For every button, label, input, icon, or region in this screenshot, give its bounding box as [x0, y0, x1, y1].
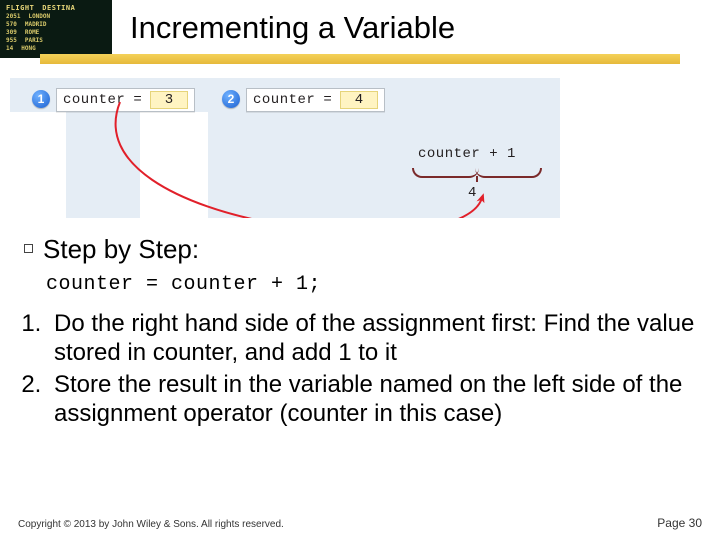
rhs-expression: counter + 1: [418, 147, 516, 161]
steps-list: Do the right hand side of the assignment…: [48, 309, 702, 428]
thumb-cell: 2051: [6, 13, 20, 20]
thumb-col-dest: DESTINA: [42, 4, 75, 12]
step-heading: Step by Step:: [43, 234, 199, 265]
thumb-cell: 309: [6, 29, 17, 36]
bullet-row: Step by Step:: [18, 234, 702, 265]
thumb-cell: 14: [6, 45, 13, 52]
white-patch: [140, 112, 208, 218]
thumb-cell: PARIS: [25, 37, 43, 44]
var-name: counter: [253, 93, 315, 107]
var-name: counter: [63, 93, 125, 107]
thumb-cell: HONG: [21, 45, 35, 52]
thumb-cell: LONDON: [28, 13, 50, 20]
title-underline: [40, 54, 680, 64]
step-item: Do the right hand side of the assignment…: [48, 309, 702, 368]
header-thumbnail: FLIGHT DESTINA 2051 LONDON 570 MADRID 309 R…: [0, 0, 112, 58]
var-value: 4: [340, 91, 378, 109]
curly-brace: [412, 164, 542, 178]
brace-result: 4: [468, 186, 477, 200]
step-badge-1: 1: [32, 90, 50, 108]
thumb-cell: MADRID: [25, 21, 47, 28]
step-badge-2: 2: [222, 90, 240, 108]
counter-box-before: counter = 3: [56, 88, 195, 112]
copyright-text: Copyright © 2013 by John Wiley & Sons. A…: [18, 519, 284, 530]
thumb-col-flight: FLIGHT: [6, 4, 34, 12]
slide: FLIGHT DESTINA 2051 LONDON 570 MADRID 309 R…: [0, 0, 720, 540]
increment-diagram: 1 counter = 3 2 counter = 4 counter + 1 …: [10, 78, 560, 218]
arrow-head-icon: [477, 192, 488, 204]
counter-box-after: counter = 4: [246, 88, 385, 112]
slide-body: Step by Step: counter = counter + 1; Do …: [18, 234, 702, 430]
step-item: Store the result in the variable named o…: [48, 370, 702, 429]
thumb-cell: 955: [6, 37, 17, 44]
var-value: 3: [150, 91, 188, 109]
header: FLIGHT DESTINA 2051 LONDON 570 MADRID 309 R…: [0, 0, 720, 64]
slide-title: Incrementing a Variable: [130, 10, 455, 46]
page-number: Page 30: [657, 516, 702, 530]
bullet-icon: [24, 244, 33, 253]
thumb-cell: ROME: [25, 29, 39, 36]
white-patch: [10, 112, 66, 218]
equals-sign: =: [133, 93, 141, 107]
thumb-cell: 570: [6, 21, 17, 28]
footer: Copyright © 2013 by John Wiley & Sons. A…: [18, 516, 702, 530]
code-line: counter = counter + 1;: [46, 271, 702, 299]
equals-sign: =: [323, 93, 331, 107]
